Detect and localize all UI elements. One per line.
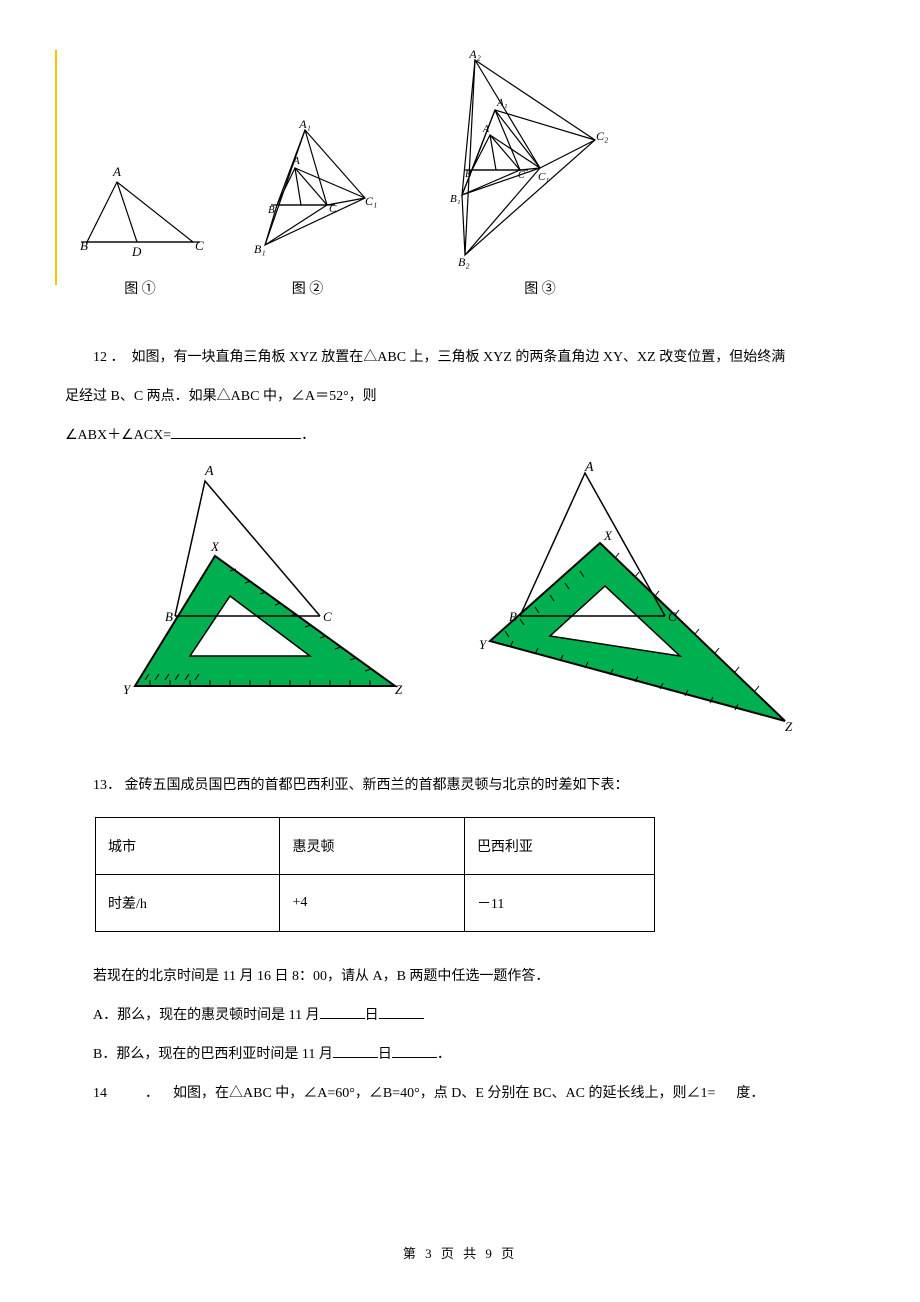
q13-option-b: B．那么，现在的巴西利亚时间是 11 月 日 ． bbox=[65, 1040, 855, 1071]
q12-left-C: C bbox=[323, 609, 332, 624]
q12-right-B: B bbox=[509, 609, 517, 624]
q13-optB-mid: 日 bbox=[378, 1047, 392, 1062]
q13-optA-blank1[interactable] bbox=[320, 1005, 365, 1019]
fig2-label-C1: C₁ bbox=[365, 194, 377, 208]
table-row: 城市 惠灵顿 巴西利亚 bbox=[96, 818, 655, 875]
q12-right-Y: Y bbox=[479, 637, 488, 652]
q12-para-3: ∠ABX＋∠ACX= ． bbox=[65, 421, 855, 452]
q13-optA-blank2[interactable] bbox=[379, 1005, 424, 1019]
q12-text-3: ∠ABX＋∠ACX= bbox=[65, 428, 171, 443]
q13-number: 13． bbox=[93, 778, 121, 793]
q14-para: 14 ． 如图，在△ABC 中，∠A=60°，∠B=40°，点 D、E 分别在 B… bbox=[65, 1079, 855, 1110]
fig3-label-B2: B₂ bbox=[458, 255, 470, 269]
q13-optA-prefix: A．那么，现在的惠灵顿时间是 11 月 bbox=[93, 1008, 320, 1023]
q12-right-C: C bbox=[668, 609, 677, 624]
figure-2: A₁ A B C B₁ C₁ 图 ② bbox=[235, 120, 380, 298]
q12-diagram-left: A X B C Y Z bbox=[95, 461, 405, 706]
fig2-label-C: C bbox=[329, 203, 337, 215]
q12-left-Z: Z bbox=[395, 682, 403, 697]
q14-suffix: 度． bbox=[736, 1086, 764, 1101]
fig3-label-B: B bbox=[465, 169, 471, 180]
q13-optB-blank2[interactable] bbox=[392, 1044, 437, 1058]
table-cell-rowlabel: 时差/h bbox=[96, 875, 280, 932]
q13-optB-blank1[interactable] bbox=[333, 1044, 378, 1058]
q12-para-2: 足经过 B、C 两点．如果△ABC 中，∠A＝52°，则 bbox=[65, 382, 855, 413]
figure-3: A₂ A₁ A B C B₁ C₁ B₂ C₂ 图 ③ bbox=[410, 50, 610, 298]
figure-2-svg: A₁ A B C B₁ C₁ bbox=[235, 120, 380, 270]
q12-left-Y: Y bbox=[123, 682, 132, 697]
q12-right-Z: Z bbox=[785, 719, 793, 734]
fig2-label-A: A bbox=[292, 155, 300, 167]
fig3-label-C: C bbox=[518, 170, 525, 181]
figure-2-caption: 图 ② bbox=[292, 278, 324, 298]
timezone-table: 城市 惠灵顿 巴西利亚 时差/h +4 －11 bbox=[95, 817, 655, 932]
page-footer: 第 3 页 共 9 页 bbox=[0, 1243, 920, 1262]
table-header-wellington: 惠灵顿 bbox=[280, 818, 464, 875]
figure-1-caption: 图 ① bbox=[124, 278, 156, 298]
q12-left-X: X bbox=[210, 539, 220, 554]
fig3-label-A2: A₂ bbox=[468, 50, 481, 61]
q14-number: 14 bbox=[93, 1086, 107, 1101]
q13-optB-prefix: B．那么，现在的巴西利亚时间是 11 月 bbox=[93, 1047, 333, 1062]
q13-prompt: 若现在的北京时间是 11 月 16 日 8：00，请从 A，B 两题中任选一题作… bbox=[65, 962, 855, 993]
figure-3-caption: 图 ③ bbox=[524, 278, 556, 298]
top-figures-row: A B C D 图 ① bbox=[75, 50, 855, 298]
yellow-vertical-bar bbox=[55, 50, 57, 285]
q12-right-A: A bbox=[584, 461, 594, 475]
q12-right-X: X bbox=[603, 528, 613, 543]
q12-left-B: B bbox=[165, 609, 173, 624]
q13-para: 13． 金砖五国成员国巴西的首都巴西利亚、新西兰的首都惠灵顿与北京的时差如下表： bbox=[65, 771, 855, 802]
q12-number: 12 ． bbox=[93, 350, 125, 365]
fig3-label-C2: C₂ bbox=[596, 129, 608, 143]
q12-suffix: ． bbox=[301, 428, 315, 443]
figure-1-svg: A B C D bbox=[75, 160, 205, 270]
q12-blank[interactable] bbox=[171, 425, 301, 439]
table-header-brasilia: 巴西利亚 bbox=[464, 818, 654, 875]
fig1-label-C: C bbox=[195, 238, 204, 253]
figure-3-svg: A₂ A₁ A B C B₁ C₁ B₂ C₂ bbox=[410, 50, 610, 270]
q13-option-a: A．那么，现在的惠灵顿时间是 11 月 日 bbox=[65, 1001, 855, 1032]
table-row: 时差/h +4 －11 bbox=[96, 875, 655, 932]
fig3-label-B1: B₁ bbox=[450, 193, 461, 205]
q13-optA-mid: 日 bbox=[365, 1008, 379, 1023]
figure-1: A B C D 图 ① bbox=[75, 160, 205, 298]
q12-left-A: A bbox=[204, 464, 214, 479]
fig3-label-A1: A₁ bbox=[496, 97, 508, 109]
table-cell-brasilia: －11 bbox=[464, 875, 654, 932]
table-header-city: 城市 bbox=[96, 818, 280, 875]
q14-text: 如图，在△ABC 中，∠A=60°，∠B=40°，点 D、E 分别在 BC、AC… bbox=[173, 1086, 715, 1101]
q12-para: 12 ． 如图，有一块直角三角板 XYZ 放置在△ABC 上，三角板 XYZ 的… bbox=[65, 343, 855, 374]
fig3-label-A: A bbox=[482, 124, 490, 135]
q13-optB-suffix: ． bbox=[437, 1047, 451, 1062]
fig2-label-B: B bbox=[268, 204, 275, 216]
table-cell-wellington: +4 bbox=[280, 875, 464, 932]
q14-dot: ． bbox=[145, 1086, 159, 1101]
fig1-label-A: A bbox=[112, 164, 121, 179]
q12-text-1: 如图，有一块直角三角板 XYZ 放置在△ABC 上，三角板 XYZ 的两条直角边… bbox=[132, 350, 786, 365]
fig1-label-D: D bbox=[131, 244, 142, 259]
fig1-label-B: B bbox=[80, 238, 88, 253]
q12-diagrams-row: A X B C Y Z A X B C Y Z bbox=[95, 461, 855, 736]
q13-text: 金砖五国成员国巴西的首都巴西利亚、新西兰的首都惠灵顿与北京的时差如下表： bbox=[125, 778, 629, 793]
q12-diagram-right: A X B C Y Z bbox=[465, 461, 795, 736]
fig2-label-A1: A₁ bbox=[298, 120, 311, 131]
fig2-label-B1: B₁ bbox=[254, 242, 266, 256]
fig3-label-C1: C₁ bbox=[538, 171, 549, 183]
